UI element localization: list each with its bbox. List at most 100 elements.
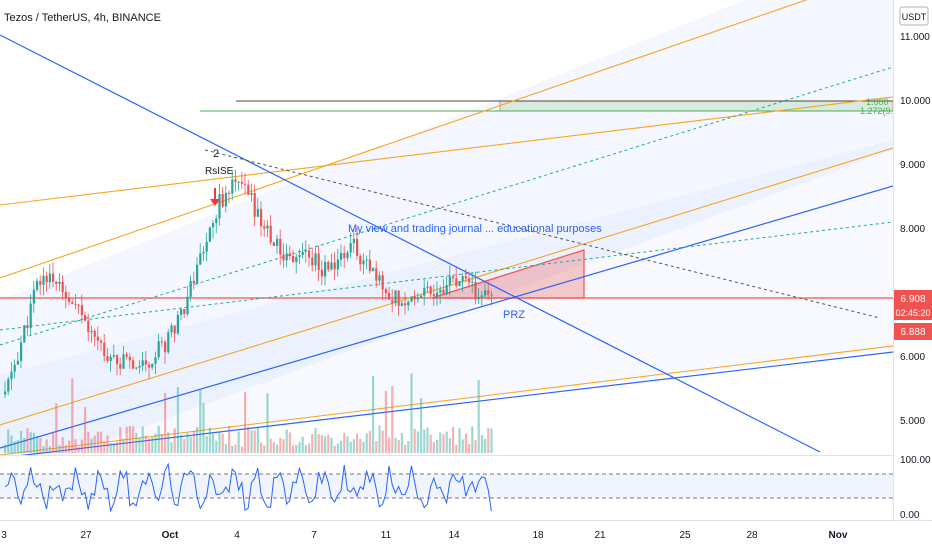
candle-body [314,253,317,266]
volume-bar [330,437,333,453]
volume-bar [391,386,394,453]
volume-bar [333,445,336,453]
candle-body [228,192,231,194]
orange-line-1 [0,0,808,279]
volume-bar [455,444,458,453]
volume-bar [365,433,368,453]
volume-bar [247,426,250,453]
candle-body [487,290,490,295]
candle-body [484,290,487,296]
candle-body [138,366,141,368]
candle-body [308,250,311,258]
volume-bar [234,444,237,453]
volume-bar [253,430,256,453]
candle-body [26,325,29,329]
volume-bar [157,425,160,453]
candle-body [144,360,147,365]
candle-body [199,253,202,265]
volume-bar [26,428,29,453]
target-label-1: 1.000 [866,97,889,107]
volume-bars [4,373,493,453]
volume-bar [349,441,352,453]
candle-body [442,289,445,295]
candle-body [221,194,224,207]
volume-bar [93,435,96,453]
volume-bar [23,438,26,453]
volume-bar [20,430,23,453]
volume-bar [77,446,80,453]
candle-body [132,360,135,369]
candle-body [352,238,355,244]
time-tick-label: Oct [162,530,179,541]
volume-bar [173,428,176,453]
main-pane[interactable]: 2 RsISE My view and trading journal ... … [0,0,903,480]
level-badge-bg [894,323,932,340]
rsi-band-fill [0,474,893,498]
candle-body [336,259,339,270]
volume-bar [314,428,317,453]
candle-body [404,303,407,306]
rsi-line [4,462,492,513]
candle-body [461,276,464,281]
candle-body [349,243,352,253]
volume-bar [112,443,115,453]
candle-body [324,261,327,277]
candle-body [247,184,250,195]
volume-bar [80,439,83,453]
volume-bar [240,446,243,453]
volume-bar [13,441,16,453]
candle-body [397,290,400,306]
candle-body [256,209,259,217]
candle-body [186,296,189,315]
time-tick-label: 25 [679,530,691,541]
price-badge-bg [894,290,932,320]
volume-bar [71,378,74,453]
volume-bar [215,440,218,453]
volume-bar [186,432,189,453]
volume-bar [84,406,87,453]
candle-body [464,276,467,279]
rsi-pane[interactable] [0,462,893,513]
volume-bar [282,439,285,453]
volume-bar [276,444,279,453]
volume-bar [362,441,365,453]
currency-button[interactable] [899,6,929,26]
candle-body [176,314,179,334]
candle-body [58,281,61,285]
volume-bar [39,437,42,453]
volume-bar [221,433,224,453]
candle-body [208,227,211,242]
candle-body [288,253,291,257]
volume-bar [420,398,423,453]
volume-bar [103,441,106,453]
label-rsi-se: RsISE [205,166,234,177]
volume-bar [320,435,323,453]
candle-body [212,223,215,228]
volume-bar [448,438,451,453]
volume-bar [10,435,13,453]
candle-body [416,297,419,300]
time-tick-label: 18 [532,530,544,541]
volume-bar [359,438,362,453]
volume-bar [144,435,147,453]
volume-bar [436,439,439,453]
symbol-title: Tezos / TetherUS, 4h, BINANCE [4,12,161,24]
volume-bar [7,429,10,453]
volume-bar [378,425,381,453]
price-axis-ticks: 11.000 10.000 9.000 8.000 6.000 5.000 [900,32,931,427]
volume-bar [484,438,487,453]
volume-bar [439,432,442,453]
candle-body [23,325,26,343]
prz-label: PRZ [503,309,525,321]
volume-bar [106,435,109,453]
candle-body [164,341,167,353]
volume-bar [471,426,474,453]
volume-bar [87,431,90,453]
candle-body [32,289,35,304]
candle-body [234,179,237,183]
time-tick-label: 28 [746,530,758,541]
candle-body [84,315,87,321]
candle-body [80,305,83,316]
